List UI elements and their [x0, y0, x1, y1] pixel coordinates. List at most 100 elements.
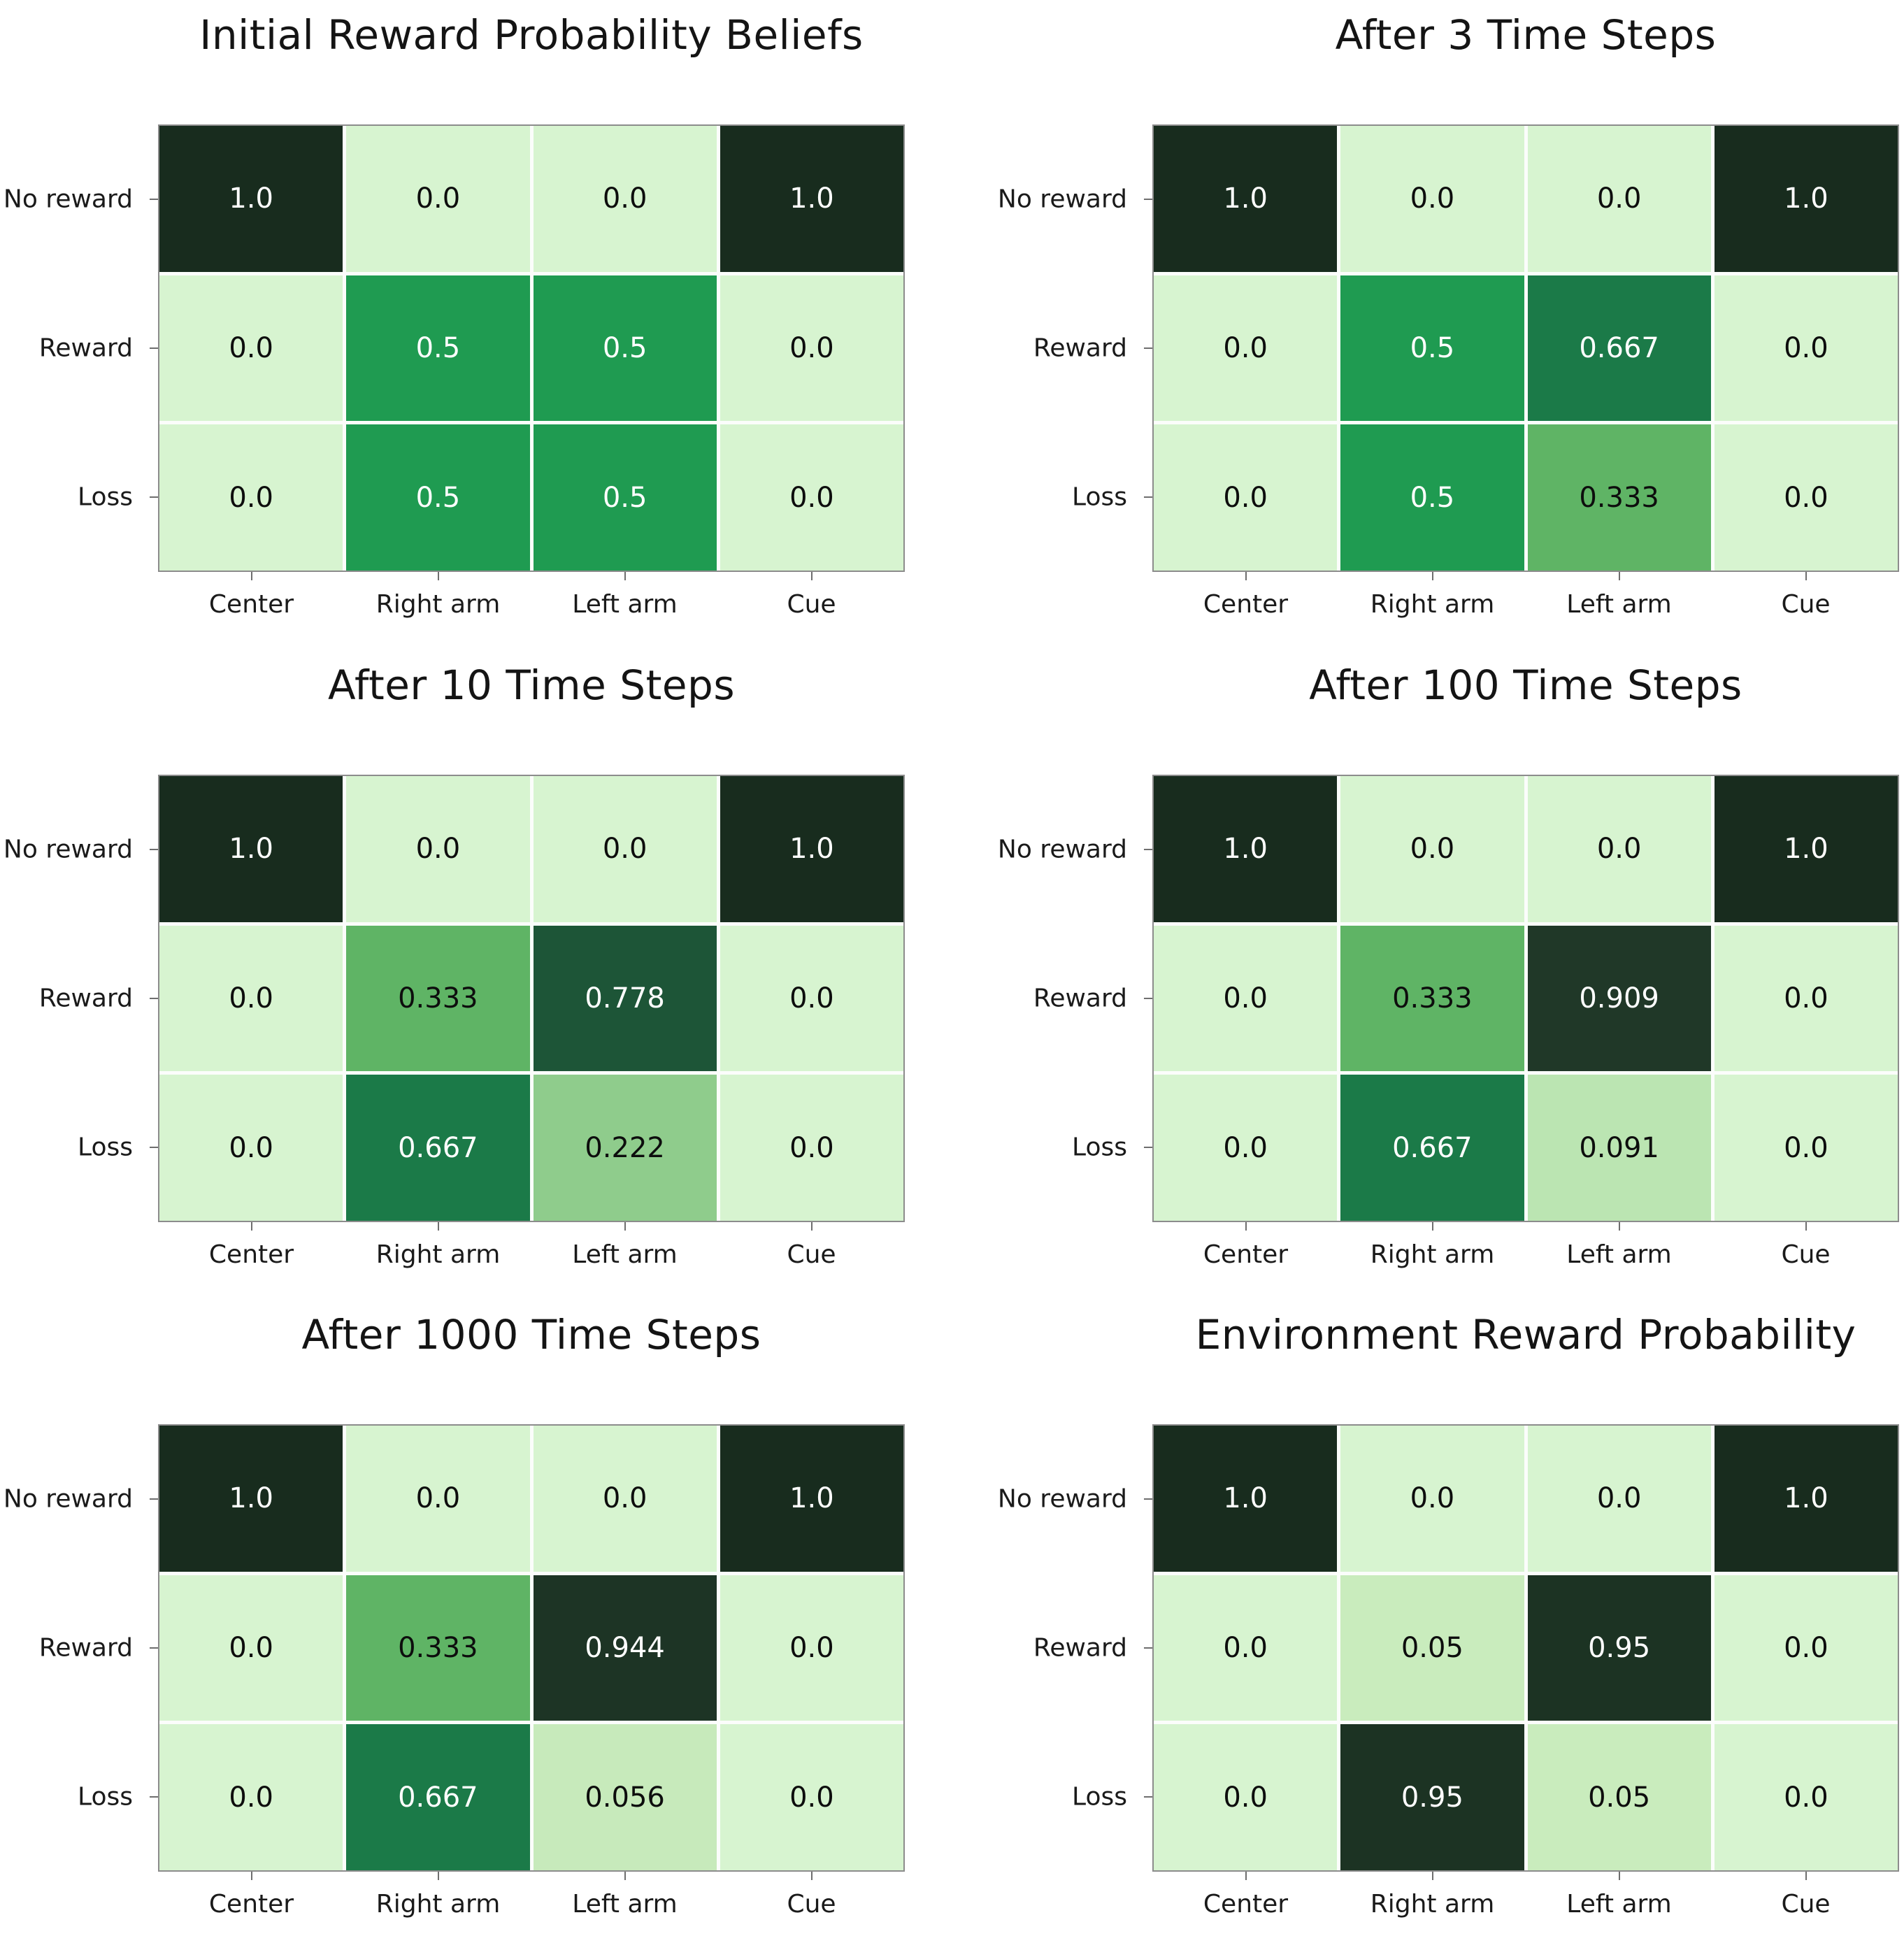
- heatmap-cell: 0.5: [1340, 275, 1524, 422]
- y-tick-label: Loss: [1072, 482, 1127, 512]
- panel-title: After 1000 Time Steps: [301, 1311, 761, 1358]
- panel-title: After 3 Time Steps: [1335, 11, 1717, 59]
- y-tick-mark: [1144, 848, 1152, 850]
- heatmap-cell: 0.0: [159, 925, 343, 1072]
- x-tick-label: Right arm: [375, 590, 501, 619]
- x-tick-label: Right arm: [1370, 1890, 1495, 1919]
- heatmap-grid: 1.0 0.0 0.0 1.0 0.0 0.333 0.909 0.0 0.0 0.667 0.09…: [1152, 775, 1899, 1222]
- heatmap-cell: 0.0: [1527, 126, 1711, 272]
- heatmap-cell: 0.0: [720, 1075, 903, 1221]
- y-tick-mark: [1144, 198, 1152, 200]
- heatmap-cell: 1.0: [159, 126, 343, 272]
- heatmap-cell: 0.0: [1154, 1075, 1338, 1221]
- y-tick-label: Reward: [38, 1633, 133, 1663]
- x-tick-mark: [437, 572, 439, 580]
- heatmap-cell: 0.95: [1527, 1575, 1711, 1721]
- heatmap-grid: 1.0 0.0 0.0 1.0 0.0 0.5 0.667 0.0 0.0 0.5 0.333 0.0: [1152, 124, 1899, 572]
- heatmap-cell: 0.0: [159, 275, 343, 422]
- y-tick-label: Loss: [78, 482, 133, 512]
- y-tick-label: No reward: [3, 835, 133, 864]
- x-tick-mark: [624, 572, 626, 580]
- x-tick-mark: [1618, 1872, 1620, 1880]
- heatmap-cell: 0.667: [346, 1724, 530, 1870]
- x-tick-label: Cue: [1781, 1240, 1831, 1269]
- heatmap-cell: 0.056: [533, 1724, 717, 1870]
- heatmap-cell: 0.0: [1154, 1724, 1338, 1870]
- heatmap-cell: 0.0: [1340, 1426, 1524, 1572]
- panel-title: After 10 Time Steps: [327, 661, 736, 709]
- heatmap-cell: 0.0: [1154, 275, 1338, 422]
- heatmap-cell: 0.333: [346, 1575, 530, 1721]
- heatmap-cell: 0.667: [1340, 1075, 1524, 1221]
- heatmap-cell: 0.0: [346, 776, 530, 922]
- y-tick-mark: [150, 1647, 158, 1649]
- heatmap-cell: 0.0: [1714, 1724, 1898, 1870]
- x-tick-label: Center: [1203, 590, 1289, 619]
- y-tick-mark: [1144, 998, 1152, 999]
- x-tick-label: Left arm: [1566, 1240, 1672, 1269]
- y-tick-mark: [150, 198, 158, 200]
- heatmap-cell: 1.0: [1154, 126, 1338, 272]
- y-tick-label: Reward: [1033, 1633, 1127, 1663]
- heatmap-cell: 0.0: [1714, 275, 1898, 422]
- x-tick-mark: [810, 1222, 813, 1231]
- x-tick-mark: [1805, 1872, 1807, 1880]
- heatmap-cell: 0.909: [1527, 925, 1711, 1072]
- y-tick-mark: [1144, 496, 1152, 499]
- x-tick-mark: [1805, 572, 1807, 580]
- y-tick-label: Reward: [38, 334, 133, 363]
- x-tick-label: Cue: [787, 1240, 836, 1269]
- heatmap-plot: 1.0 0.0 0.0 1.0 0.0 0.5 0.5 0.0 0.0 0.5 0.5 0.0 No r…: [3, 124, 905, 619]
- heatmap-cell: 1.0: [1154, 776, 1338, 922]
- x-tick-mark: [1245, 572, 1247, 580]
- y-tick-mark: [150, 998, 158, 999]
- x-tick-mark: [437, 1222, 439, 1231]
- x-tick-mark: [1431, 572, 1433, 580]
- x-tick-label: Right arm: [375, 1240, 501, 1269]
- heatmap-cell: 0.0: [720, 1724, 903, 1870]
- heatmap-cell: 0.05: [1527, 1724, 1711, 1870]
- x-tick-label: Right arm: [1370, 590, 1495, 619]
- heatmap-cell: 0.5: [1340, 424, 1524, 571]
- y-tick-mark: [150, 1498, 158, 1500]
- y-tick-label: Loss: [1072, 1782, 1127, 1812]
- y-tick-label: Reward: [38, 984, 133, 1013]
- heatmap-grid: 1.0 0.0 0.0 1.0 0.0 0.5 0.5 0.0 0.0 0.5 0.5 0.0: [158, 124, 905, 572]
- heatmap-cell: 0.333: [346, 925, 530, 1072]
- heatmap-panel-after-10: After 10 Time Steps 1.0 0.0 0.0 1.0 0.0 0.333…: [0, 650, 952, 1300]
- heatmap-cell: 0.0: [720, 925, 903, 1072]
- y-tick-mark: [1144, 1796, 1152, 1798]
- x-tick-label: Right arm: [1370, 1240, 1495, 1269]
- x-tick-label: Left arm: [1566, 1890, 1672, 1919]
- heatmap-cell: 0.5: [533, 275, 717, 422]
- heatmap-cell: 0.0: [1714, 925, 1898, 1072]
- y-tick-label: Loss: [78, 1782, 133, 1812]
- heatmap-cell: 0.0: [159, 424, 343, 571]
- panel-title: After 100 Time Steps: [1309, 661, 1742, 709]
- x-tick-mark: [250, 572, 252, 580]
- heatmap-panel-after-1000: After 1000 Time Steps 1.0 0.0 0.0 1.0 0.0 0.3…: [0, 1300, 952, 1950]
- heatmap-cell: 0.0: [159, 1575, 343, 1721]
- y-tick-label: No reward: [997, 185, 1127, 214]
- x-tick-label: Cue: [1781, 590, 1831, 619]
- y-tick-mark: [1144, 1147, 1152, 1149]
- heatmap-cell: 0.667: [1527, 275, 1711, 422]
- heatmap-cell: 0.0: [720, 1575, 903, 1721]
- heatmap-plot: 1.0 0.0 0.0 1.0 0.0 0.333 0.909 0.0 0.0 0.667 0.09…: [998, 775, 1899, 1269]
- heatmap-cell: 0.5: [346, 424, 530, 571]
- x-tick-mark: [1805, 1222, 1807, 1231]
- heatmap-cell: 0.5: [533, 424, 717, 571]
- heatmap-cell: 0.222: [533, 1075, 717, 1221]
- x-tick-mark: [1618, 572, 1620, 580]
- x-tick-label: Center: [208, 1240, 294, 1269]
- heatmap-grid: 1.0 0.0 0.0 1.0 0.0 0.05 0.95 0.0 0.0 0.95 0.05 0.0: [1152, 1424, 1899, 1872]
- x-tick-label: Left arm: [1566, 590, 1672, 619]
- heatmap-cell: 0.0: [1154, 424, 1338, 571]
- heatmap-cell: 0.0: [533, 1426, 717, 1572]
- heatmap-cell: 0.0: [346, 126, 530, 272]
- heatmap-cell: 0.0: [1527, 1426, 1711, 1572]
- y-tick-mark: [1144, 1647, 1152, 1649]
- x-tick-label: Cue: [787, 1890, 836, 1919]
- x-tick-label: Center: [1203, 1890, 1289, 1919]
- y-tick-mark: [150, 347, 158, 349]
